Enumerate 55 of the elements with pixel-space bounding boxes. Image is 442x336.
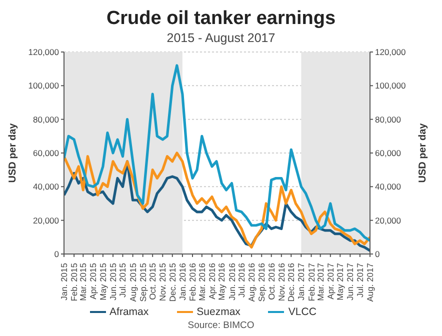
x-tick-label: Sep. 2015 — [138, 262, 148, 302]
y-tick-label: 0 — [54, 249, 60, 260]
x-tick-label: Aug. 2016 — [246, 262, 257, 302]
x-tick-label: Sep. 2016 — [256, 262, 267, 302]
y2-tick-label: 100,000 — [375, 80, 406, 91]
x-tick-label: Feb. 2017 — [306, 262, 316, 302]
x-tick-label: Apr. 2016 — [206, 262, 217, 300]
x-tick-label: Jul. 2016 — [236, 262, 246, 298]
x-tick-label: Jan. 2017 — [296, 262, 306, 300]
x-tick-label: Jun. 2015 — [108, 262, 118, 300]
y2-tick-label: 40,000 — [375, 182, 402, 192]
x-tick-label: Jul. 2015 — [118, 262, 128, 298]
x-tick-label: Dec. 2016 — [286, 262, 296, 302]
x-tick-label: Apr. 2017 — [325, 262, 336, 300]
y2-tick-label: 0 — [375, 249, 380, 260]
y-tick-label: 60,000 — [33, 148, 60, 158]
y2-axis-title: USD per day — [418, 122, 429, 183]
x-tick-label: Nov. 2016 — [276, 262, 286, 302]
y2-tick-label: 60,000 — [375, 148, 402, 158]
y2-tick-label: 120,000 — [375, 47, 406, 58]
x-tick-label: Feb. 2016 — [188, 262, 198, 302]
x-tick-label: Mar. 2016 — [196, 262, 207, 301]
y2-tick-label: 20,000 — [375, 215, 402, 226]
x-tick-label: Apr. 2015 — [88, 262, 98, 300]
x-tick-label: Jul. 2017 — [354, 262, 365, 298]
y-axis-title: USD per day — [8, 122, 19, 183]
legend-label: VLCC — [288, 306, 316, 318]
x-tick-label: Aug. 2017 — [365, 262, 375, 302]
y-tick-label: 40,000 — [33, 182, 60, 192]
legend-label: Suezmax — [196, 306, 240, 318]
x-tick-label: Jan. 2015 — [59, 262, 69, 300]
x-tick-label: Oct. 2016 — [266, 262, 276, 300]
x-tick-label: Nov. 2015 — [158, 262, 168, 302]
y-tick-label: 20,000 — [33, 215, 60, 226]
x-tick-label: Jan. 2016 — [177, 262, 188, 300]
x-tick-label: Mar. 2017 — [315, 262, 326, 301]
chart-subtitle: 2015 - August 2017 — [166, 30, 276, 46]
y-tick-label: 80,000 — [33, 114, 60, 124]
y-tick-label: 100,000 — [28, 80, 60, 91]
x-tick-label: Aug. 2015 — [128, 262, 138, 302]
x-tick-label: Jun. 2017 — [345, 262, 356, 300]
x-tick-label: Oct. 2015 — [148, 262, 158, 300]
x-tick-label: Mar. 2015 — [78, 262, 88, 301]
y2-tick-label: 80,000 — [375, 114, 402, 124]
x-tick-label: Dec. 2015 — [167, 262, 178, 302]
x-tick-label: May 2015 — [98, 262, 108, 300]
x-tick-label: May 2017 — [335, 262, 346, 300]
x-tick-label: Feb. 2015 — [69, 262, 80, 302]
chart-title: Crude oil tanker earnings — [105, 8, 337, 30]
source-note: Source: BIMCO — [186, 320, 256, 331]
y-tick-label: 120,000 — [28, 47, 60, 58]
x-tick-label: May 2016 — [216, 262, 227, 300]
x-tick-label: Jun. 2016 — [226, 262, 237, 300]
line-series — [64, 64, 370, 242]
legend-label: Aframax — [110, 306, 149, 318]
